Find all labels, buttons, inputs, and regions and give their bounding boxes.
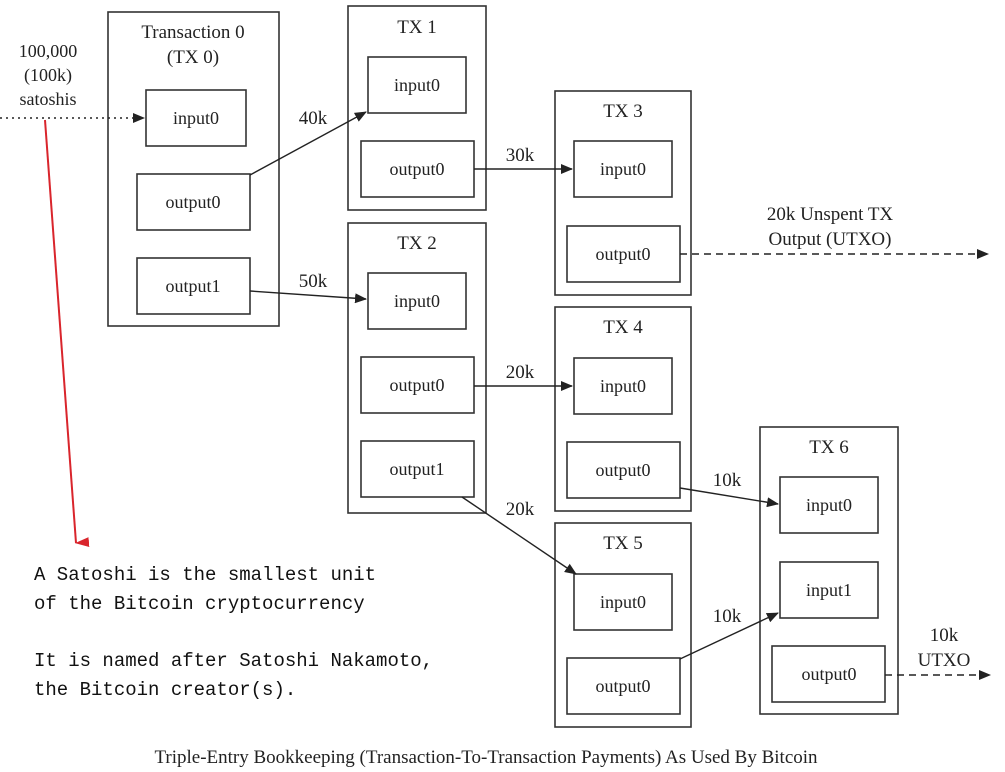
tx4-to-tx6-arrow bbox=[679, 487, 779, 508]
tx2-output0-box bbox=[360, 356, 475, 414]
tx0-output0-label: output0 bbox=[165, 192, 220, 212]
tx6-utxo-label-line1: 10k bbox=[930, 625, 959, 646]
tx4-output0-label: output0 bbox=[595, 460, 650, 480]
tx0-input0-box bbox=[145, 89, 247, 147]
tx5-output0-label: output0 bbox=[595, 676, 650, 696]
tx0-subtitle: (TX 0) bbox=[167, 47, 219, 68]
tx4-title: TX 4 bbox=[603, 317, 643, 338]
tx4-input0-box bbox=[573, 357, 673, 415]
tx0-box: Transaction 0 (TX 0) input0 output0 outp… bbox=[107, 11, 280, 327]
tx0-output1-label: output1 bbox=[165, 276, 220, 296]
tx2-to-tx4-amount: 20k bbox=[506, 362, 535, 383]
annotation-pointer-arrow bbox=[44, 119, 90, 548]
tx6-utxo-label-line2: UTXO bbox=[918, 650, 971, 671]
annotation-line-1: A Satoshi is the smallest unit bbox=[34, 564, 376, 586]
tx0-output1-box bbox=[136, 257, 251, 315]
tx2-input0-label: input0 bbox=[394, 291, 440, 311]
tx0-to-tx2-arrow bbox=[249, 290, 367, 304]
tx6-box: TX 6 input0 input1 output0 bbox=[759, 426, 899, 715]
figure-caption: Triple-Entry Bookkeeping (Transaction-To… bbox=[154, 747, 818, 768]
tx0-to-tx2-amount: 50k bbox=[299, 271, 328, 292]
source-satoshis: 100,000 (100k) satoshis bbox=[19, 41, 78, 109]
tx1-input0-box bbox=[367, 56, 467, 114]
tx5-output0-box bbox=[566, 657, 681, 715]
tx0-to-tx1-amount: 40k bbox=[299, 108, 328, 129]
tx0-output0-box bbox=[136, 173, 251, 231]
tx1-input0-label: input0 bbox=[394, 75, 440, 95]
tx6-output0-label: output0 bbox=[801, 664, 856, 684]
tx2-to-tx5-amount: 20k bbox=[506, 499, 535, 520]
tx2-input0-box bbox=[367, 272, 467, 330]
tx0-to-tx1-arrow bbox=[249, 111, 367, 176]
tx2-output1-box bbox=[360, 440, 475, 498]
tx2-to-tx5-arrow bbox=[461, 496, 577, 575]
tx3-box: TX 3 input0 output0 bbox=[554, 90, 692, 296]
tx2-output1-label: output1 bbox=[389, 459, 444, 479]
tx2-box: TX 2 input0 output0 output1 bbox=[347, 222, 487, 514]
tx4-to-tx6-amount: 10k bbox=[713, 470, 742, 491]
tx6-input0-label: input0 bbox=[806, 495, 852, 515]
tx4-box: TX 4 input0 output0 bbox=[554, 306, 692, 512]
tx4-output0-box bbox=[566, 441, 681, 499]
tx5-input0-label: input0 bbox=[600, 592, 646, 612]
tx0-title: Transaction 0 bbox=[141, 22, 244, 43]
tx6-title: TX 6 bbox=[809, 437, 849, 458]
tx1-output0-box bbox=[360, 140, 475, 198]
tx3-output0-box bbox=[566, 225, 681, 283]
source-amount: 100,000 bbox=[19, 41, 78, 61]
tx6-input0-box bbox=[779, 476, 879, 534]
tx5-to-tx6-arrow bbox=[679, 612, 779, 660]
satoshi-annotation: A Satoshi is the smallest unit of the Bi… bbox=[34, 564, 433, 701]
tx1-to-tx3-amount: 30k bbox=[506, 145, 535, 166]
tx1-output0-label: output0 bbox=[389, 159, 444, 179]
tx6-input1-box bbox=[779, 561, 879, 619]
tx1-box: TX 1 input0 output0 bbox=[347, 5, 487, 211]
tx2-output0-label: output0 bbox=[389, 375, 444, 395]
tx3-utxo-label-line1: 20k Unspent TX bbox=[767, 204, 894, 225]
annotation-line-3: It is named after Satoshi Nakamoto, bbox=[34, 650, 433, 672]
tx5-box: TX 5 input0 output0 bbox=[554, 522, 692, 728]
source-amount-short: (100k) bbox=[24, 65, 72, 86]
tx6-output0-box bbox=[771, 645, 886, 703]
tx2-title: TX 2 bbox=[397, 233, 437, 254]
tx3-input0-box bbox=[573, 140, 673, 198]
tx5-to-tx6-amount: 10k bbox=[713, 606, 742, 627]
tx3-title: TX 3 bbox=[603, 101, 643, 122]
tx3-utxo-label-line2: Output (UTXO) bbox=[769, 229, 892, 250]
tx4-input0-label: input0 bbox=[600, 376, 646, 396]
source-unit: satoshis bbox=[19, 89, 76, 109]
annotation-line-4: the Bitcoin creator(s). bbox=[34, 679, 296, 701]
annotation-line-2: of the Bitcoin cryptocurrency bbox=[34, 593, 365, 615]
tx6-input1-label: input1 bbox=[806, 580, 852, 600]
tx0-input0-label: input0 bbox=[173, 108, 219, 128]
tx3-output0-label: output0 bbox=[595, 244, 650, 264]
tx5-title: TX 5 bbox=[603, 533, 643, 554]
tx3-input0-label: input0 bbox=[600, 159, 646, 179]
tx1-title: TX 1 bbox=[397, 17, 437, 38]
tx5-input0-box bbox=[573, 573, 673, 631]
